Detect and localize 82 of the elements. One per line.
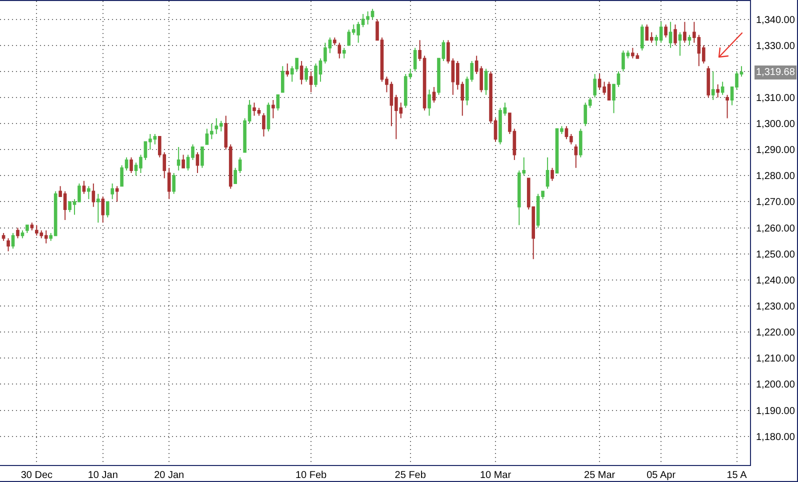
x-tick-label: 10 Feb (295, 470, 328, 481)
candlestick (130, 156, 133, 174)
candlestick (219, 120, 223, 132)
candlestick (196, 152, 200, 174)
x-tick-label: 20 Jan (154, 470, 184, 481)
candlestick (720, 81, 724, 96)
candlestick (16, 227, 20, 239)
candlestick (110, 182, 114, 200)
candlestick (280, 66, 284, 93)
candlestick (20, 230, 24, 239)
candlestick (304, 66, 308, 82)
candlestick (6, 238, 10, 252)
y-tick-label: 1,260.00 (756, 223, 796, 234)
candlestick (432, 86, 436, 104)
candlestick (30, 222, 34, 231)
y-tick-label: 1,230.00 (756, 301, 796, 312)
text: 1,319.68 (756, 67, 796, 78)
candlestick (182, 154, 185, 168)
candlestick (286, 63, 290, 78)
candlestick (550, 167, 554, 182)
candlestick (333, 36, 336, 46)
candlestick (428, 89, 431, 116)
candlestick (101, 196, 105, 224)
y-tick-label: 1,220.00 (756, 328, 796, 339)
x-tick-label: 25 Feb (394, 470, 426, 481)
y-tick-label: 1,290.00 (756, 145, 796, 156)
x-tick-label: 10 Mar (480, 470, 512, 481)
candlestick (688, 34, 692, 46)
candlestick (82, 180, 86, 194)
y-tick-label: 1,210.00 (756, 354, 796, 365)
candlestick (87, 186, 90, 200)
candlestick (678, 32, 682, 56)
candlestick (574, 144, 578, 168)
candlestick (674, 24, 677, 46)
y-tick-label: 1,250.00 (756, 249, 796, 260)
candlestick (664, 24, 668, 38)
candlestick (262, 112, 266, 138)
y-tick-label: 1,270.00 (756, 197, 796, 208)
x-tick-label: 10 Jan (88, 470, 118, 481)
candlestick (640, 24, 644, 52)
y-tick-label: 1,240.00 (756, 275, 796, 286)
candlestick (413, 47, 417, 72)
candlestick (26, 224, 29, 234)
candlestick (200, 146, 204, 168)
x-tick-label: 15 A (726, 470, 748, 481)
y-tick-label: 1,190.00 (756, 406, 796, 417)
x-tick-label: 05 Apr (646, 470, 676, 481)
candlestick (706, 66, 710, 98)
candlestick (176, 146, 180, 171)
candlestick (106, 201, 110, 218)
y-tick-label: 1,300.00 (756, 119, 796, 130)
candlestick (11, 232, 15, 250)
x-tick-label: 25 Mar (584, 470, 616, 481)
candlestick (726, 94, 729, 119)
candlestick (115, 186, 119, 202)
candlestick (92, 182, 96, 208)
candlestick (300, 60, 304, 85)
y-tick-label: 1,330.00 (756, 40, 796, 52)
y-tick-label: 1,310.00 (756, 92, 796, 104)
x-tick-label: 30 Dec (20, 470, 53, 481)
candlestick (484, 68, 488, 96)
candlestick (2, 232, 6, 242)
candlestick (309, 70, 313, 93)
candlestick (266, 102, 270, 132)
candlestick (167, 167, 171, 200)
candlestick (272, 100, 275, 119)
candlestick (668, 21, 672, 48)
candlestick (593, 73, 596, 98)
candlestick (342, 47, 346, 59)
candlestick (172, 172, 176, 194)
candlestick (683, 21, 686, 44)
candlestick (578, 128, 582, 158)
y-tick-label: 1,280.00 (756, 171, 796, 182)
y-tick-label: 1,340.00 (756, 14, 796, 26)
candlestick (711, 70, 715, 101)
candlestick (96, 193, 100, 224)
candlestick (546, 156, 550, 190)
y-tick-label: 1,200.00 (756, 380, 796, 391)
candlestick (338, 42, 342, 59)
candlestick (716, 84, 720, 98)
candlestick (276, 94, 280, 111)
y-tick-label: 1,180.00 (756, 432, 796, 443)
